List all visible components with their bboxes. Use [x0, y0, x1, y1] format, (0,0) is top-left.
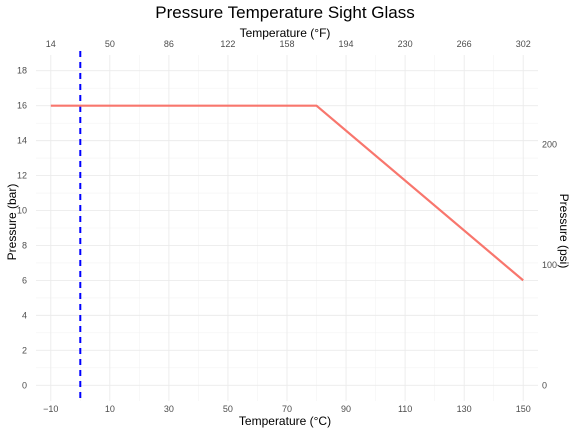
- x-bottom-tick-label: 70: [282, 404, 292, 414]
- x-top-tick-label: 50: [105, 39, 115, 49]
- y-left-tick-label: 16: [17, 101, 27, 111]
- y-left-tick-label: 10: [17, 206, 27, 216]
- y-left-tick-label: 6: [22, 275, 27, 285]
- y-right-tick-label: 200: [542, 139, 557, 149]
- y-right-tick-label: 100: [542, 260, 557, 270]
- x-top-tick-label: 14: [46, 39, 56, 49]
- tick-labels: −10 10 30 50 70 90 110 130 150 0 2 4 6 8 10 12 14 16 18 14 5…: [17, 39, 557, 414]
- x-bottom-axis-label: Temperature (°C): [239, 414, 331, 428]
- x-top-axis-label: Temperature (°F): [240, 26, 331, 40]
- x-bottom-tick-label: 130: [457, 404, 472, 414]
- x-top-tick-label: 86: [164, 39, 174, 49]
- x-bottom-tick-label: 150: [516, 404, 531, 414]
- y-left-tick-label: 2: [22, 345, 27, 355]
- x-bottom-tick-label: 30: [164, 404, 174, 414]
- y-left-tick-label: 18: [17, 66, 27, 76]
- x-top-tick-label: 302: [516, 39, 531, 49]
- x-top-tick-label: 230: [398, 39, 413, 49]
- y-left-tick-label: 12: [17, 171, 27, 181]
- chart-title: Pressure Temperature Sight Glass: [155, 3, 415, 22]
- plot-marks: [50, 51, 524, 401]
- x-top-tick-label: 158: [279, 39, 294, 49]
- y-right-tick-label: 0: [542, 380, 547, 390]
- y-left-tick-label: 14: [17, 136, 27, 146]
- x-bottom-tick-label: 10: [105, 404, 115, 414]
- x-bottom-tick-label: 110: [398, 404, 412, 414]
- series-line-0: [50, 104, 524, 282]
- x-bottom-tick-label: −10: [43, 404, 58, 414]
- y-left-tick-label: 0: [22, 380, 27, 390]
- y-left-tick-label: 4: [22, 310, 27, 320]
- x-top-tick-label: 266: [457, 39, 472, 49]
- grid: [36, 55, 538, 401]
- y-left-tick-label: 8: [22, 240, 27, 250]
- x-top-tick-label: 194: [339, 39, 354, 49]
- y-right-axis-label: Pressure (psi): [557, 194, 571, 269]
- x-bottom-tick-label: 50: [223, 404, 233, 414]
- x-top-tick-label: 122: [220, 39, 235, 49]
- y-left-axis-label: Pressure (bar): [5, 184, 19, 261]
- x-bottom-tick-label: 90: [341, 404, 351, 414]
